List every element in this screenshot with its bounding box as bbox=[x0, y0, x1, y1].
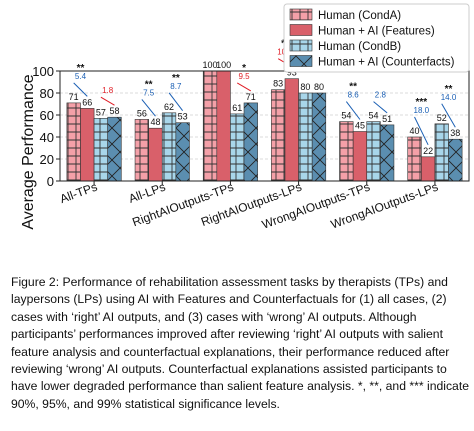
comparison-arrow bbox=[168, 92, 184, 112]
y-axis-label: Average Performance bbox=[20, 74, 37, 229]
bar-hatch bbox=[434, 123, 449, 181]
legend-label: Human + AI (Counterfacts) bbox=[318, 57, 455, 69]
bar-value-label: 93 bbox=[287, 68, 297, 78]
bar bbox=[80, 108, 95, 182]
x-tick-label: All-TPs bbox=[58, 180, 99, 206]
bar bbox=[216, 70, 231, 182]
y-tick-label: 40 bbox=[40, 130, 54, 145]
significance-label: ** bbox=[349, 82, 357, 93]
delta-label: 8.7 bbox=[170, 82, 182, 91]
bar-value-label: 54 bbox=[341, 111, 351, 121]
bar-hatch bbox=[162, 112, 176, 181]
legend-swatch-hatch bbox=[290, 9, 312, 20]
bar-hatch bbox=[407, 137, 422, 181]
comparison-arrow bbox=[373, 101, 388, 114]
bar-hatch bbox=[230, 113, 245, 181]
bar-value-label: 80 bbox=[314, 82, 324, 92]
bar-value-label: 71 bbox=[69, 92, 79, 102]
bar-hatch bbox=[66, 102, 81, 181]
delta-label: 8.6 bbox=[348, 91, 360, 100]
delta-label: 1.8 bbox=[102, 86, 114, 95]
bar-value-label: 66 bbox=[82, 97, 92, 107]
comparison-arrow bbox=[345, 101, 361, 120]
x-tick-label: All-LPs bbox=[127, 180, 168, 206]
bar-hatch bbox=[94, 118, 108, 181]
delta-label: 14.0 bbox=[441, 93, 457, 102]
delta-label: 9.5 bbox=[238, 72, 250, 81]
bar-value-label: 100 bbox=[203, 60, 218, 70]
bar-hatch bbox=[107, 117, 122, 181]
significance-label: ** bbox=[445, 84, 453, 95]
bar-hatch bbox=[175, 122, 190, 181]
legend-label: Human (CondB) bbox=[318, 41, 401, 53]
bar-value-label: 40 bbox=[410, 126, 420, 136]
bar-value-label: 100 bbox=[216, 60, 231, 70]
bar bbox=[352, 131, 368, 182]
bar-hatch bbox=[298, 93, 313, 181]
bar-value-label: 58 bbox=[109, 106, 119, 116]
bar-hatch bbox=[203, 71, 217, 181]
legend-box bbox=[283, 3, 470, 73]
bar-hatch bbox=[448, 139, 463, 181]
y-tick-label: 60 bbox=[40, 108, 54, 123]
legend-label: Human (CondA) bbox=[318, 10, 401, 22]
bar-value-label: 61 bbox=[232, 103, 242, 113]
delta-label: 2.8 bbox=[375, 91, 387, 100]
y-tick-label: 0 bbox=[47, 174, 54, 189]
plot-frame bbox=[59, 70, 470, 182]
delta-label: 18.0 bbox=[414, 106, 430, 115]
figure-caption: Figure 2: Performance of rehabilitation … bbox=[11, 275, 469, 411]
bar bbox=[148, 127, 163, 182]
bar-hatch bbox=[380, 124, 394, 181]
delta-label: 5.4 bbox=[75, 72, 87, 81]
bar-value-label: 80 bbox=[300, 82, 310, 92]
significance-label: ** bbox=[145, 79, 153, 90]
y-tick-label: 20 bbox=[40, 152, 54, 167]
legend-swatch-hatch bbox=[290, 55, 312, 67]
legend-swatch bbox=[289, 24, 313, 36]
bar-value-label: 56 bbox=[137, 108, 147, 118]
bar-value-label: 83 bbox=[273, 79, 283, 89]
legend-swatch-hatch bbox=[290, 40, 312, 51]
bar bbox=[421, 156, 436, 182]
bar-chart: 71 56 100 83 54 40 66 48 100 93 45 22 57 62 61 80 54 52 58… bbox=[20, 3, 470, 232]
significance-label: ** bbox=[172, 73, 180, 84]
bar-hatch bbox=[339, 121, 354, 181]
bar-value-label: 71 bbox=[246, 92, 256, 102]
bar bbox=[284, 78, 299, 182]
bar-hatch bbox=[271, 89, 285, 181]
bar-value-label: 52 bbox=[437, 113, 447, 123]
comparison-arrow bbox=[100, 96, 115, 106]
y-tick-label: 100 bbox=[32, 64, 54, 79]
legend: Human (CondA) Human + AI (Features) Human … bbox=[283, 3, 470, 73]
bar-value-label: 38 bbox=[450, 128, 460, 138]
legend-label: Human + AI (Features) bbox=[318, 26, 435, 38]
significance-label: ** bbox=[77, 63, 85, 74]
bar-hatch bbox=[366, 121, 381, 181]
comparison-arrow bbox=[236, 82, 252, 92]
comparison-arrow bbox=[73, 82, 88, 97]
bar-value-label: 54 bbox=[369, 111, 379, 121]
bar-value-label: 62 bbox=[164, 102, 174, 112]
bar-hatch bbox=[135, 119, 149, 181]
comparison-arrow bbox=[141, 99, 156, 117]
significance-label: *** bbox=[415, 97, 427, 108]
comparison-arrow bbox=[414, 116, 429, 146]
bar-hatch bbox=[312, 93, 326, 181]
comparison-arrow bbox=[441, 103, 456, 128]
significance-label: * bbox=[242, 63, 246, 74]
bar-value-label: 22 bbox=[423, 146, 433, 156]
y-tick-label: 80 bbox=[40, 86, 54, 101]
bar-value-label: 45 bbox=[355, 121, 365, 131]
delta-label: 7.5 bbox=[143, 88, 155, 97]
bar-value-label: 57 bbox=[96, 107, 106, 117]
bar-value-label: 53 bbox=[178, 112, 188, 122]
bar-value-label: 48 bbox=[150, 117, 160, 127]
bar-value-label: 51 bbox=[382, 114, 392, 124]
bar-hatch bbox=[244, 102, 258, 181]
